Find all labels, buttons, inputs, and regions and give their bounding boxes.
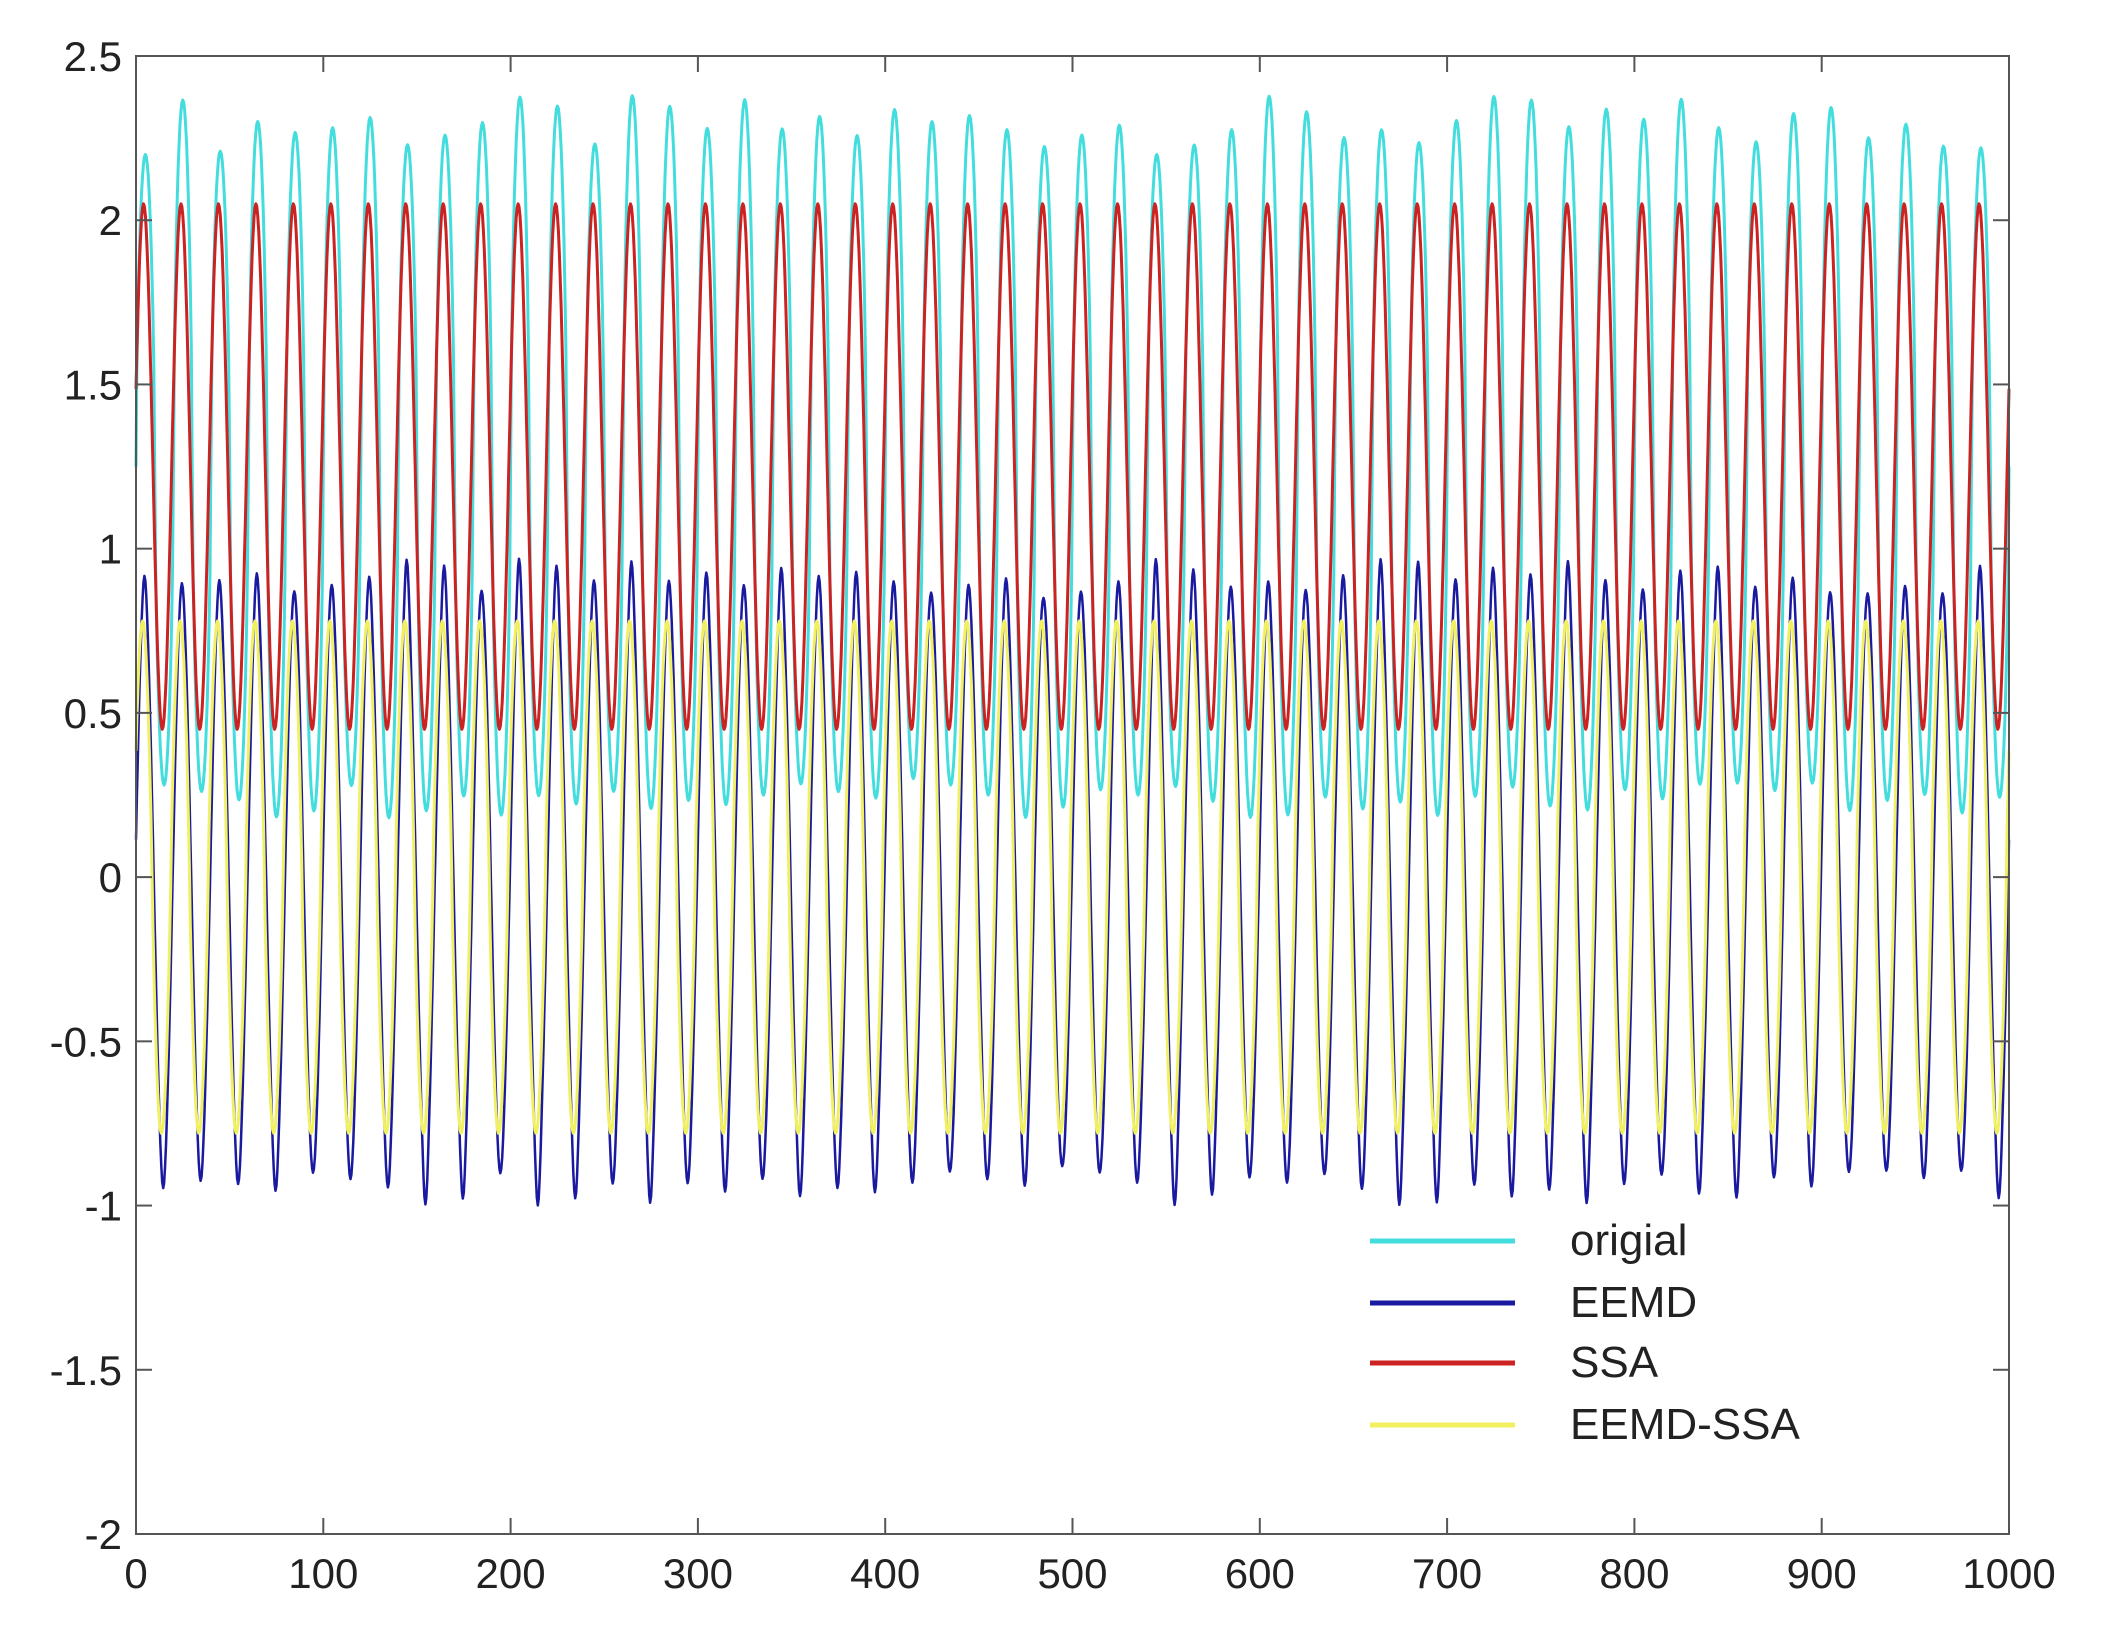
x-tick-label: 1000 (1962, 1550, 2055, 1597)
legend-label: origial (1570, 1216, 1687, 1265)
x-tick-label: 500 (1037, 1550, 1107, 1597)
x-tick-label: 400 (850, 1550, 920, 1597)
y-tick-label: 0 (99, 854, 122, 901)
x-tick-label: 700 (1412, 1550, 1482, 1597)
x-tick-label: 600 (1225, 1550, 1295, 1597)
series-line-eemd-ssa (134, 619, 2011, 1135)
x-tick-label: 0 (124, 1550, 147, 1597)
y-tick-label: 2 (99, 197, 122, 244)
series-group (134, 94, 2011, 1207)
y-axis: 2.5 2 1.5 1 0.5 0 -0.5 -1 -1.5 -2 (50, 33, 2009, 1558)
x-axis: 0 100 200 300 400 500 600 700 800 900 1000 (124, 56, 2056, 1597)
x-tick-label: 900 (1787, 1550, 1857, 1597)
legend-label: EEMD (1570, 1278, 1697, 1327)
y-tick-label: -2 (85, 1511, 122, 1558)
y-tick-label: -0.5 (50, 1018, 122, 1065)
series-line-origial (134, 94, 2011, 820)
legend-label: EEMD-SSA (1570, 1400, 1800, 1449)
x-tick-label: 100 (288, 1550, 358, 1597)
legend-label: SSA (1570, 1338, 1659, 1387)
series-line-ssa (134, 202, 2011, 731)
y-tick-label: 0.5 (64, 690, 122, 737)
legend: origial EEMD SSA EEMD-SSA (1370, 1216, 1800, 1449)
y-tick-label: -1 (85, 1183, 122, 1230)
y-tick-label: 1.5 (64, 361, 122, 408)
x-tick-label: 200 (476, 1550, 546, 1597)
y-tick-label: 1 (99, 526, 122, 573)
x-tick-label: 800 (1599, 1550, 1669, 1597)
y-tick-label: -1.5 (50, 1347, 122, 1394)
series-line-eemd (134, 557, 2011, 1207)
y-tick-label: 2.5 (64, 33, 122, 80)
x-tick-label: 300 (663, 1550, 733, 1597)
